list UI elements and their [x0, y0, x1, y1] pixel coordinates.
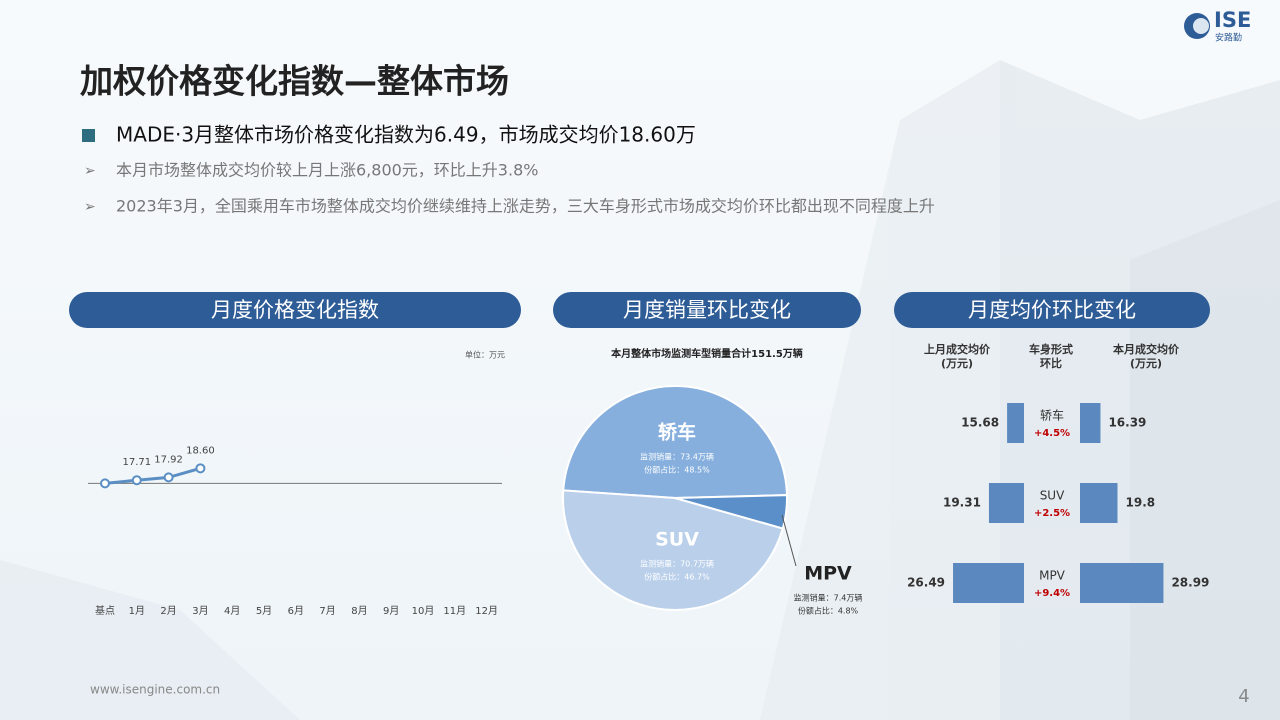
bullet: 2023年3月，全国乘用车市场整体成交均价继续维持上涨走势，三大车身形式市场成交…	[116, 197, 935, 216]
section-header-bg	[553, 292, 861, 328]
slice-label: MPV	[804, 563, 852, 585]
column-header: 本月成交均价	[1113, 342, 1180, 356]
column-header: (万元)	[941, 357, 973, 370]
bar	[988, 483, 1024, 523]
column-header: (万元)	[1130, 357, 1162, 370]
pie-subtitle: 本月整体市场监测车型销量合计151.5万辆	[611, 347, 803, 360]
data-label: 28.99	[1171, 576, 1209, 590]
data-label: 26.49	[907, 576, 945, 590]
change-label: +2.5%	[1034, 508, 1070, 519]
leader-line	[781, 514, 797, 567]
column-header: 车身形式	[1029, 342, 1073, 356]
x-tick-label: 8月	[351, 605, 367, 617]
category-label: MPV	[1039, 569, 1066, 583]
slice-share: 份额占比：48.5%	[644, 465, 710, 475]
data-label: 17.71	[122, 457, 151, 468]
bar	[953, 563, 1024, 603]
bullet: 本月市场整体成交均价较上月上涨6,800元，环比上升3.8%	[116, 161, 538, 180]
change-label: +4.5%	[1034, 428, 1070, 439]
x-tick-label: 5月	[256, 605, 272, 617]
slice-share: 份额占比：4.8%	[798, 606, 859, 616]
column-header: 上月成交均价	[924, 342, 991, 356]
bullet-arrow: ➢	[84, 199, 96, 215]
category-label: SUV	[1040, 489, 1065, 503]
footer-url: www.isengine.com.cn	[90, 683, 220, 697]
bar	[1080, 403, 1101, 443]
slice-sales: 监测销量：70.7万辆	[640, 559, 714, 569]
slice-sales: 监测销量：7.4万辆	[794, 593, 863, 603]
pie-slice	[562, 385, 788, 500]
unit-label: 单位：万元	[465, 350, 505, 360]
headline: MADE·3月整体市场价格变化指数为6.49，市场成交均价18.60万	[116, 123, 696, 147]
bar	[1080, 563, 1164, 603]
point	[131, 475, 142, 486]
bullet-arrow: ➢	[84, 163, 96, 179]
pie-slice	[674, 494, 788, 530]
slice-label: SUV	[655, 529, 699, 551]
title: 加权价格变化指数—整体市场	[80, 62, 509, 101]
x-tick-label: 9月	[383, 605, 399, 617]
section-header: 月度均价环比变化	[968, 298, 1136, 322]
pie-slice	[562, 489, 785, 611]
category-label: 轿车	[1040, 408, 1064, 423]
point	[163, 472, 174, 483]
x-tick-label: 7月	[319, 605, 335, 617]
bar	[1007, 403, 1024, 443]
section-header: 月度价格变化指数	[211, 298, 379, 322]
slice-sales: 监测销量：73.4万辆	[640, 452, 714, 462]
column-header: 环比	[1040, 356, 1062, 370]
point	[100, 478, 110, 489]
data-label: 16.39	[1108, 416, 1146, 430]
x-tick-label: 基点	[95, 604, 115, 617]
line	[104, 466, 201, 485]
change-label: +9.4%	[1034, 588, 1070, 599]
x-tick-label: 11月	[443, 605, 466, 617]
slice-share: 份额占比：46.7%	[644, 572, 710, 582]
x-tick-label: 1月	[129, 605, 145, 617]
logo-subname: 安路勤	[1215, 32, 1242, 44]
x-tick-label: 4月	[224, 605, 240, 617]
data-label: 17.92	[154, 454, 183, 465]
section-header-bg	[69, 292, 521, 328]
data-label: 15.68	[961, 416, 999, 430]
data-label: 18.60	[186, 445, 215, 456]
logo-icon	[1193, 18, 1209, 34]
section-header: 月度销量环比变化	[623, 298, 791, 322]
data-label: 19.8	[1126, 496, 1156, 510]
x-tick-label: 12月	[475, 605, 498, 617]
point	[195, 463, 206, 474]
logo-name: ISE	[1214, 8, 1251, 32]
x-tick-label: 3月	[192, 605, 208, 617]
section-header-bg	[894, 292, 1210, 328]
background-buildings	[0, 60, 1280, 720]
page-number: 4	[1238, 686, 1249, 707]
x-tick-label: 10月	[412, 605, 435, 617]
bar	[1080, 483, 1118, 523]
data-label: 19.31	[943, 496, 981, 510]
bullet-square	[82, 129, 95, 142]
x-tick-label: 2月	[160, 605, 176, 617]
slice-label: 轿车	[658, 421, 696, 444]
x-tick-label: 6月	[288, 605, 304, 617]
